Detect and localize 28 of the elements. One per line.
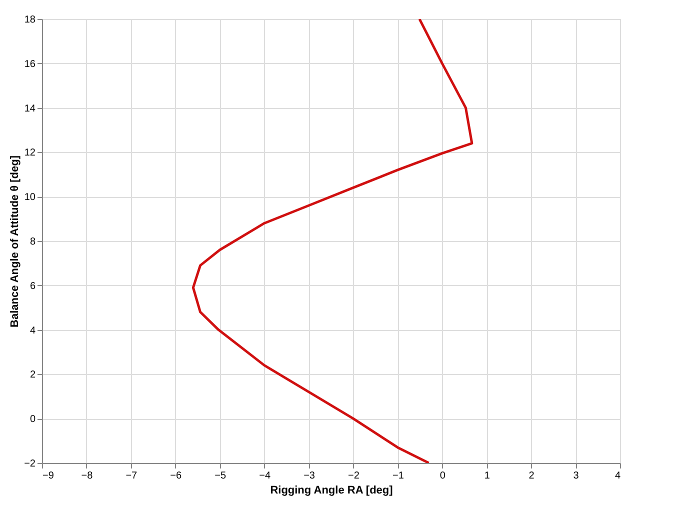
x-tick-label: 2 [528, 470, 535, 482]
y-tick-label: 16 [24, 58, 36, 70]
line-series [192, 19, 474, 463]
y-tick-label: 18 [24, 14, 36, 26]
x-tick-label: −2 [348, 470, 360, 482]
y-tick-label: 6 [30, 280, 36, 292]
x-tick-label: 3 [573, 470, 580, 482]
y-tick-label: 8 [30, 236, 36, 248]
x-tick-label: −9 [42, 470, 54, 482]
x-tick-label: −6 [170, 470, 182, 482]
x-tick-label: −7 [126, 470, 138, 482]
x-tick-label: 4 [614, 470, 621, 482]
y-tick-label: 4 [30, 325, 36, 336]
x-tick-label: −3 [304, 470, 316, 482]
y-tick-label: 14 [24, 103, 36, 114]
x-tick-label: −4 [259, 470, 271, 482]
x-tick-label: −5 [214, 470, 226, 482]
y-tick-label: 2 [30, 370, 36, 381]
y-axis-title: Balance Angle of Attitude θ [deg] [9, 155, 22, 328]
y-tick-label: 0 [30, 414, 36, 426]
x-tick-label: 0 [440, 470, 446, 482]
x-axis-title: Rigging Angle RA [deg] [270, 484, 394, 496]
x-tick-label: −8 [81, 470, 94, 482]
y-tick-label: 12 [24, 148, 36, 159]
y-tick-label: 10 [24, 192, 36, 204]
x-tick-label: −1 [392, 470, 404, 482]
x-tick-label: 1 [484, 470, 490, 482]
y-tick-label: −2 [24, 458, 36, 470]
